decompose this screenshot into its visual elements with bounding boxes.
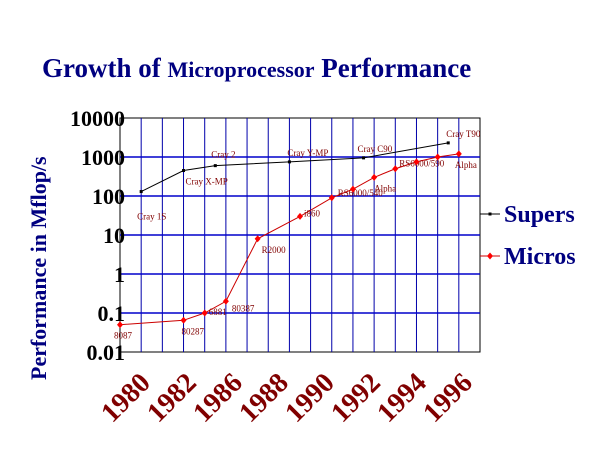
point-label: R2000	[262, 245, 287, 255]
data-point-supers	[287, 160, 291, 164]
y-tick-label: 100	[92, 184, 125, 209]
chart-title-part2: Microprocessor	[168, 57, 315, 82]
data-point-micros	[371, 173, 378, 181]
data-point-micros	[254, 235, 261, 243]
horizontal-gridlines	[120, 156, 480, 314]
y-tick-label: 1	[114, 262, 125, 287]
data-point-micros	[392, 165, 399, 173]
data-point-micros	[297, 212, 303, 220]
y-tick-labels: 10000 1000 100 10 1 0.1 0.01	[70, 106, 125, 365]
x-tick-label: 1982	[141, 367, 203, 429]
chart-title: Growth of Microprocessor Performance	[42, 53, 471, 83]
data-point-micros	[455, 150, 462, 158]
point-label: Cray 1S	[137, 212, 166, 222]
data-point-micros	[201, 309, 208, 317]
point-label: 80287	[182, 326, 205, 336]
chart-title-part3: Performance	[315, 53, 472, 83]
point-label: 80387	[232, 303, 255, 313]
data-point-supers	[362, 156, 366, 160]
y-axis-label: Performance in Mflop/s	[26, 156, 51, 380]
series-layer: Cray 1S Cray X-MP Cray 2 Cray Y-MP Cray C90 C…	[114, 129, 481, 341]
legend-label-micros: Micros	[504, 244, 576, 270]
legend-label-supers: Supers	[504, 202, 575, 228]
series-line-supers	[140, 142, 449, 193]
y-tick-label: 1000	[81, 145, 125, 170]
point-label: Cray C90	[358, 144, 393, 154]
x-tick-label: 1990	[279, 367, 341, 429]
data-point-supers	[139, 190, 143, 194]
point-label: RS6000/540	[338, 188, 384, 198]
point-label: 6881	[209, 307, 227, 317]
data-point-micros	[328, 194, 335, 202]
x-tick-label: 1980	[95, 367, 157, 429]
series-supers: Cray 1S Cray X-MP Cray 2 Cray Y-MP Cray C90 C…	[137, 129, 481, 222]
point-label: Cray X-MP	[186, 177, 228, 187]
data-point-micros	[222, 297, 229, 305]
point-label: Alpha	[374, 183, 396, 193]
x-tick-label: 1988	[233, 367, 295, 429]
x-tick-label: 1992	[325, 367, 387, 429]
chart-title-part1: Growth of	[42, 53, 168, 83]
y-tick-label: 10000	[70, 106, 125, 131]
data-point-micros	[434, 153, 441, 161]
x-tick-label: 1986	[187, 367, 249, 429]
legend-marker	[487, 252, 493, 260]
y-tick-label: 10	[103, 223, 125, 248]
data-point-micros	[349, 185, 356, 193]
point-label: Cray 2	[211, 150, 235, 160]
y-tick-label: 0.01	[87, 340, 126, 365]
point-label: Cray T90	[446, 129, 481, 139]
data-point-micros	[180, 316, 187, 324]
point-label: 8087	[114, 331, 133, 341]
y-tick-label: 0.1	[98, 301, 126, 326]
data-point-supers	[446, 141, 450, 145]
data-point-micros	[413, 158, 420, 166]
point-label: i860	[304, 208, 321, 218]
data-point-micros	[117, 321, 123, 329]
x-tick-label: 1996	[417, 367, 479, 429]
data-point-supers	[182, 169, 186, 173]
legend: Supers Micros	[480, 202, 576, 270]
legend-marker	[488, 212, 492, 216]
x-tick-label: 1994	[371, 367, 433, 429]
point-label: Cray Y-MP	[287, 148, 328, 158]
point-label: RS6000/590	[399, 159, 445, 169]
data-point-supers	[213, 164, 217, 168]
point-label: Alpha	[455, 160, 477, 170]
